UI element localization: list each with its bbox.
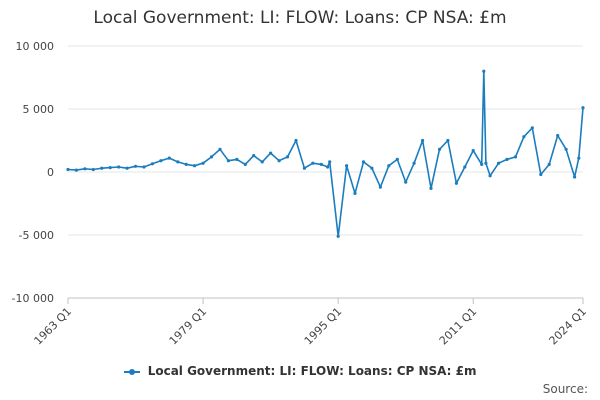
data-point[interactable]: [539, 172, 543, 177]
x-axis-tick-labels: 1963 Q1 1979 Q1 1995 Q1 2011 Q1 2024 Q1: [32, 305, 590, 348]
data-point[interactable]: [201, 161, 205, 165]
data-point[interactable]: [294, 138, 298, 143]
data-point[interactable]: [454, 181, 458, 185]
y-axis-tick-labels: 10 000 5 000 0 -5 000 -10 000: [12, 40, 54, 305]
legend-swatch-icon: [123, 368, 140, 375]
data-point[interactable]: [573, 175, 577, 179]
data-point[interactable]: [471, 149, 475, 153]
data-point[interactable]: [336, 234, 340, 238]
data-point[interactable]: [74, 168, 78, 172]
data-point[interactable]: [404, 180, 408, 184]
data-point[interactable]: [125, 166, 129, 170]
data-point[interactable]: [446, 138, 450, 143]
data-point[interactable]: [530, 126, 534, 130]
data-point[interactable]: [319, 162, 323, 166]
chart-title: Local Government: LI: FLOW: Loans: CP NS…: [93, 8, 507, 28]
data-point[interactable]: [176, 160, 180, 164]
data-point[interactable]: [260, 160, 264, 164]
data-point[interactable]: [269, 151, 273, 155]
data-point[interactable]: [209, 155, 214, 159]
data-point[interactable]: [556, 133, 560, 138]
y-tick-label: 0: [47, 166, 54, 179]
data-point[interactable]: [505, 157, 509, 161]
data-point[interactable]: [184, 162, 188, 166]
data-point[interactable]: [142, 165, 146, 169]
data-point[interactable]: [326, 165, 330, 169]
series-line: [67, 70, 584, 238]
data-point[interactable]: [421, 138, 425, 143]
data-point[interactable]: [311, 161, 315, 165]
data-point[interactable]: [328, 160, 332, 164]
data-point[interactable]: [484, 161, 488, 165]
data-point[interactable]: [581, 106, 585, 110]
x-axis: [67, 297, 584, 304]
data-point[interactable]: [91, 167, 95, 172]
data-point[interactable]: [117, 165, 121, 169]
x-tick-label: 2011 Q1: [437, 305, 480, 348]
data-point[interactable]: [522, 135, 526, 139]
data-point[interactable]: [100, 166, 104, 170]
data-point[interactable]: [108, 166, 112, 170]
source-label: Source:: [542, 382, 588, 396]
data-point[interactable]: [488, 174, 492, 178]
data-point[interactable]: [277, 159, 281, 163]
x-tick-label: 1963 Q1: [32, 305, 75, 348]
data-point[interactable]: [577, 156, 581, 160]
data-point[interactable]: [133, 164, 138, 168]
data-point[interactable]: [482, 69, 486, 73]
data-point[interactable]: [167, 156, 171, 160]
data-point[interactable]: [395, 157, 399, 161]
data-point[interactable]: [345, 164, 349, 168]
y-tick-label: 10 000: [16, 40, 55, 53]
data-point[interactable]: [243, 162, 247, 166]
data-point[interactable]: [302, 166, 306, 170]
data-point[interactable]: [353, 191, 357, 195]
data-point[interactable]: [193, 164, 197, 168]
data-point[interactable]: [218, 147, 222, 151]
data-point[interactable]: [285, 155, 290, 159]
y-tick-label: -5 000: [19, 229, 54, 242]
data-point[interactable]: [437, 147, 442, 151]
data-point[interactable]: [361, 160, 366, 164]
data-point[interactable]: [497, 161, 501, 165]
data-point[interactable]: [480, 162, 484, 166]
data-point[interactable]: [83, 167, 87, 171]
data-point[interactable]: [378, 185, 382, 189]
data-point[interactable]: [252, 154, 256, 158]
data-point[interactable]: [513, 155, 518, 159]
data-point[interactable]: [463, 165, 467, 169]
data-point[interactable]: [150, 162, 154, 166]
data-point[interactable]: [370, 166, 374, 170]
data-point[interactable]: [226, 159, 230, 163]
data-point[interactable]: [564, 147, 568, 151]
x-tick-label: 2024 Q1: [547, 305, 590, 348]
x-tick-label: 1979 Q1: [167, 305, 210, 348]
data-point[interactable]: [387, 164, 391, 168]
data-point[interactable]: [412, 161, 416, 165]
data-point[interactable]: [66, 167, 70, 172]
data-point[interactable]: [159, 159, 163, 163]
legend-label: Local Government: LI: FLOW: Loans: CP NS…: [147, 364, 477, 378]
data-point[interactable]: [429, 186, 433, 190]
data-point[interactable]: [235, 157, 239, 161]
y-tick-label: -10 000: [12, 292, 54, 305]
y-tick-label: 5 000: [23, 103, 55, 116]
series-layer: [66, 69, 585, 238]
grid-lines: [68, 45, 583, 299]
data-point[interactable]: [547, 162, 551, 166]
x-tick-label: 1995 Q1: [302, 305, 345, 348]
legend[interactable]: Local Government: LI: FLOW: Loans: CP NS…: [0, 364, 600, 378]
